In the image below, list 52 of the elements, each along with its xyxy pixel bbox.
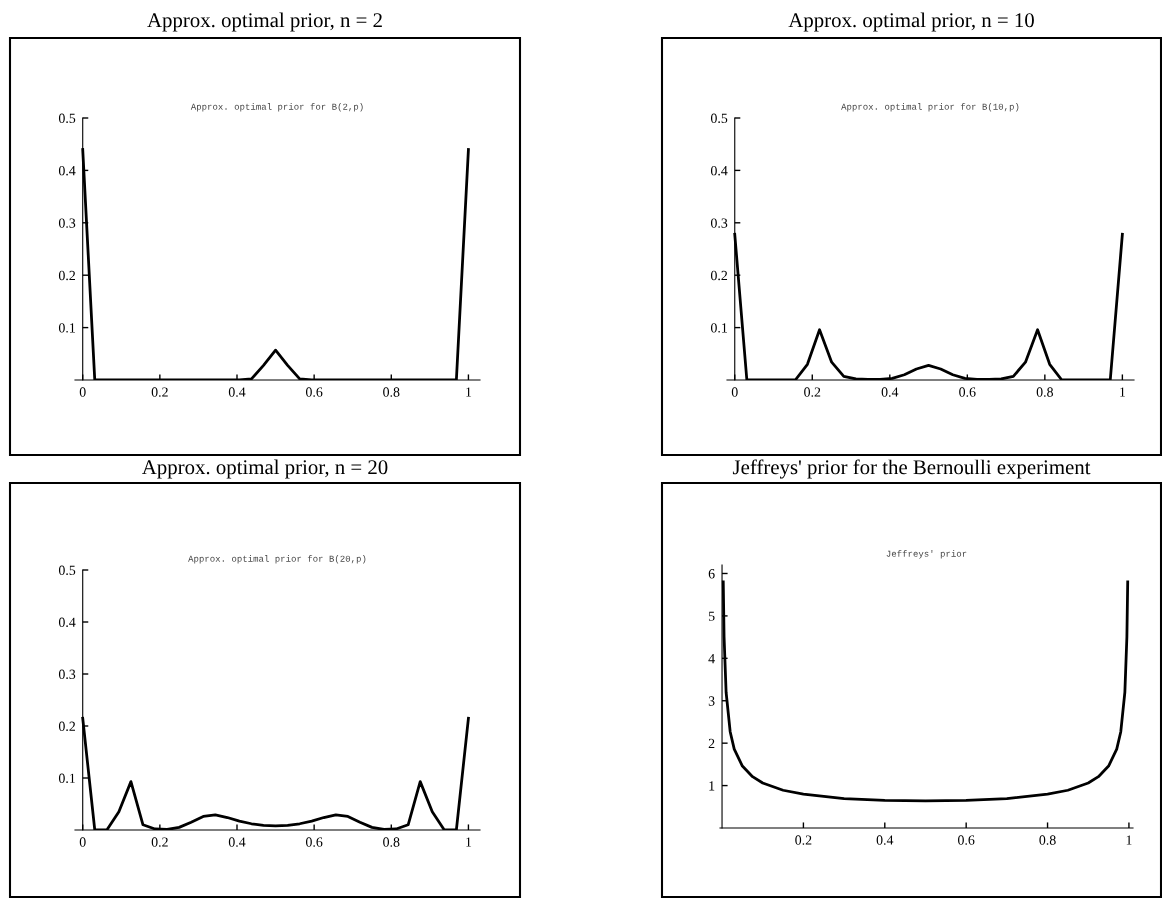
y-tick-label: 2 — [708, 738, 715, 748]
x-tick-label: 0.8 — [1039, 835, 1056, 845]
y-tick-label: 0.2 — [710, 270, 728, 281]
chart-subtitle: Approx. optimal prior for B(2,p) — [190, 103, 363, 112]
x-tick-label: 0.2 — [151, 387, 168, 397]
y-tick-label: 0.4 — [710, 165, 728, 176]
y-tick-label: 0.2 — [58, 270, 75, 281]
x-tick-label: 0 — [731, 387, 738, 397]
chart-subtitle: Approx. optimal prior for B(10,p) — [841, 103, 1019, 112]
y-tick-label: 3 — [708, 696, 715, 706]
chart-title: Jeffreys' prior for the Bernoulli experiment — [732, 459, 1091, 479]
y-tick-label: 0.4 — [58, 165, 76, 176]
y-tick-label: 0.4 — [58, 617, 76, 628]
y-tick-label: 5 — [708, 611, 715, 621]
chart-subtitle: Approx. optimal prior for B(20,p) — [188, 555, 366, 564]
x-tick-label: 0.2 — [795, 835, 812, 845]
x-tick-label: 0.6 — [305, 387, 323, 397]
x-tick-label: 0.2 — [804, 387, 821, 397]
y-tick-label: 0.3 — [58, 669, 76, 680]
x-tick-label: 1 — [466, 387, 472, 397]
x-tick-label: 1 — [466, 837, 472, 847]
y-tick-label: 1 — [709, 781, 715, 791]
x-tick-label: 0.4 — [228, 387, 246, 397]
y-tick-label: 0.3 — [58, 218, 76, 228]
x-tick-label: 0.4 — [881, 387, 899, 397]
x-tick-label: 1 — [1126, 835, 1132, 845]
y-tick-label: 0.3 — [710, 218, 728, 228]
y-tick-label: 6 — [708, 569, 715, 579]
y-tick-label: 4 — [708, 654, 715, 664]
x-tick-label: 0.8 — [383, 837, 400, 847]
x-tick-label: 0.6 — [305, 837, 323, 847]
x-tick-label: 0.8 — [383, 387, 400, 397]
x-tick-label: 1 — [1120, 387, 1126, 397]
y-tick-label: 0.1 — [58, 773, 75, 784]
x-tick-label: 0 — [79, 837, 86, 847]
x-tick-label: 0.6 — [959, 387, 976, 397]
chart-title: Approx. optimal prior, n = 10 — [788, 12, 1034, 32]
x-tick-label: 0 — [79, 387, 86, 397]
chart-subtitle: Jeffreys' prior — [886, 550, 967, 559]
chart-title: Approx. optimal prior, n = 20 — [142, 459, 388, 479]
y-tick-label: 0.1 — [710, 323, 727, 333]
x-tick-label: 0.4 — [228, 837, 246, 847]
y-tick-label: 0.5 — [710, 113, 728, 124]
chart-title: Approx. optimal prior, n = 2 — [147, 12, 382, 32]
y-tick-label: 0.1 — [58, 323, 75, 333]
y-tick-label: 0.5 — [58, 565, 76, 576]
x-tick-label: 0.6 — [958, 835, 975, 845]
x-tick-label: 0.4 — [876, 835, 894, 845]
x-tick-label: 0.8 — [1036, 387, 1053, 397]
y-tick-label: 0.2 — [58, 721, 75, 732]
y-tick-label: 0.5 — [58, 113, 76, 124]
x-tick-label: 0.2 — [151, 837, 168, 847]
